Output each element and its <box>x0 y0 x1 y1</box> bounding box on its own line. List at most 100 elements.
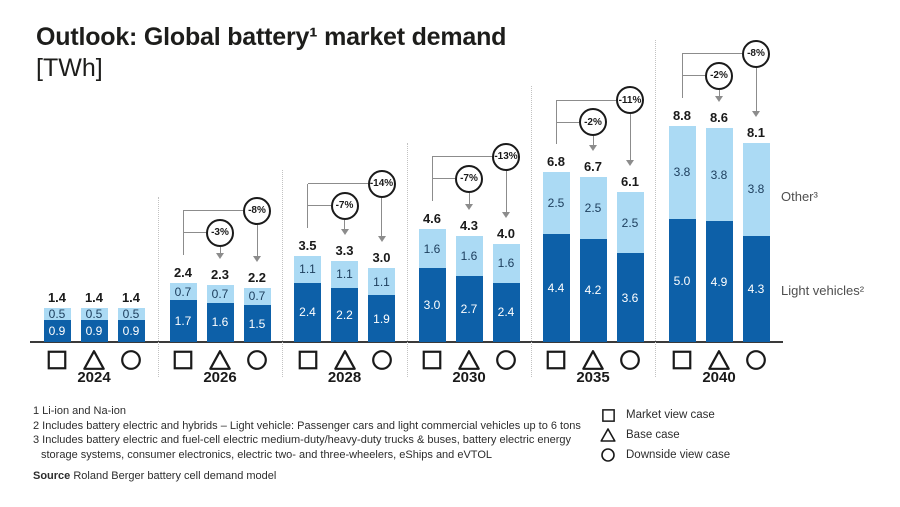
bar-segment-other: 0.5 <box>117 307 145 321</box>
bar-segment-light-vehicles: 1.5 <box>243 305 271 342</box>
source-line: Source Roland Berger battery cell demand… <box>33 470 276 482</box>
year-label: 2026 <box>203 369 237 386</box>
arrow-down-icon <box>626 159 634 166</box>
bar-segment-other: 1.1 <box>294 255 321 283</box>
market-case-icon <box>671 349 693 376</box>
base-case-icon <box>458 349 480 376</box>
legend-label: Downside view case <box>626 449 731 461</box>
bar-segment-other: 0.5 <box>43 307 71 321</box>
bar-segment-other: 0.5 <box>80 307 108 321</box>
group-separator <box>157 196 159 377</box>
bar-segment-other: 3.8 <box>742 142 770 237</box>
bar-segment-light-vehicles: 2.7 <box>455 275 483 342</box>
group-separator <box>530 86 532 377</box>
base-case-icon <box>582 349 604 376</box>
delta-badge: -11% <box>616 86 644 115</box>
bar-segment-light-vehicles: 4.2 <box>579 238 607 342</box>
bar-segment-light-vehicles: 4.3 <box>742 236 770 342</box>
arrow-stem <box>592 136 594 146</box>
bar-total-label: 8.1 <box>746 124 766 140</box>
plot-area: 0.5 0.9 1.4 0.5 0.9 1.4 0.5 0.9 1.4 2024 0.7 1.7 2.4… <box>30 39 783 386</box>
title-unit: [TWh] <box>36 54 103 83</box>
bar-segment-other: 0.7 <box>206 285 234 303</box>
year-label: 2040 <box>702 369 736 386</box>
arrow-stem <box>344 219 345 229</box>
arrow-down-icon <box>216 253 224 260</box>
bar-segment-other: 3.8 <box>705 127 733 222</box>
base-case-icon <box>83 349 105 376</box>
legend-row-base: Base case <box>600 425 730 445</box>
bar-total-label: 1.4 <box>121 289 141 305</box>
bracket-line-horizontal <box>307 205 331 207</box>
arrow-down-icon <box>377 236 386 243</box>
base-case-icon <box>708 349 730 376</box>
downside-case-icon <box>371 349 393 376</box>
arrow-down-icon <box>752 110 760 117</box>
bar-total-label: 3.0 <box>372 250 391 266</box>
page-title: Outlook: Global battery¹ market demand [… <box>36 22 506 85</box>
arrow-down-icon <box>589 145 597 152</box>
base-case-icon <box>333 349 356 376</box>
bar-segment-light-vehicles: 5.0 <box>668 219 696 342</box>
bar-total-label: 6.8 <box>546 154 566 170</box>
circle-icon <box>600 447 616 463</box>
market-case-icon <box>421 349 443 376</box>
bracket-line-horizontal <box>556 121 579 123</box>
year-label: 2030 <box>452 369 486 386</box>
bar-total-label: 6.1 <box>620 173 640 189</box>
downside-case-icon <box>246 349 268 376</box>
arrow-down-icon <box>340 228 349 235</box>
bar-segment-other: 2.5 <box>542 172 570 234</box>
bracket-line-horizontal <box>307 183 368 185</box>
delta-badge: -14% <box>367 169 396 198</box>
footnotes: 1 Li-ion and Na-ion 2 Includes battery e… <box>33 404 588 462</box>
bar-segment-light-vehicles: 2.4 <box>492 282 520 342</box>
market-case-icon <box>172 349 194 376</box>
bar-segment-other: 1.6 <box>418 228 446 269</box>
downside-case-icon <box>495 349 517 376</box>
bar-segment-light-vehicles: 2.2 <box>331 287 358 342</box>
bracket-line-horizontal <box>183 210 243 212</box>
delta-badge: -2% <box>579 108 607 137</box>
arrow-down-icon <box>465 204 473 211</box>
bracket-line-horizontal <box>183 232 206 234</box>
arrow-stem <box>718 89 720 96</box>
arrow-stem <box>256 224 258 256</box>
arrow-down-icon <box>502 211 510 218</box>
arrow-stem <box>505 170 507 212</box>
bar-segment-other: 1.6 <box>455 236 483 276</box>
bar-total-label: 2.3 <box>210 267 230 283</box>
delta-badge: -7% <box>455 164 483 193</box>
arrow-down-icon <box>715 95 723 102</box>
arrow-stem <box>219 246 221 254</box>
bar-segment-other: 0.7 <box>243 287 271 306</box>
triangle-icon <box>600 427 616 443</box>
arrow-down-icon <box>253 255 261 262</box>
bar-segment-other: 1.1 <box>368 268 395 296</box>
arrow-stem <box>381 197 382 237</box>
bracket-line-horizontal <box>682 75 705 77</box>
year-label: 2024 <box>77 369 111 386</box>
bar-segment-other: 2.5 <box>616 191 644 254</box>
downside-case-icon <box>745 349 767 376</box>
year-label: 2028 <box>327 369 362 386</box>
title-text: Outlook: Global battery¹ market demand <box>36 23 507 51</box>
bar-total-label: 1.4 <box>84 289 104 305</box>
group-separator <box>654 39 656 377</box>
source-text: Roland Berger battery cell demand model <box>70 470 277 482</box>
bar-segment-light-vehicles: 0.9 <box>117 319 145 342</box>
footnote-1: 1 Li-ion and Na-ion <box>33 405 126 417</box>
arrow-stem <box>755 67 757 111</box>
market-case-icon <box>545 349 567 376</box>
bar-segment-light-vehicles: 0.9 <box>43 319 71 342</box>
market-case-icon <box>297 349 319 376</box>
downside-case-icon <box>619 349 641 376</box>
bar-segment-other: 1.6 <box>492 243 520 283</box>
delta-badge: -2% <box>705 61 733 90</box>
bar-total-label: 6.7 <box>583 159 603 175</box>
group-separator <box>406 142 408 377</box>
bracket-line-horizontal <box>682 53 742 55</box>
bracket-line-horizontal <box>432 178 455 180</box>
footnote-3: 3 Includes battery electric and fuel-cel… <box>33 434 572 461</box>
bracket-line-horizontal <box>556 99 616 101</box>
